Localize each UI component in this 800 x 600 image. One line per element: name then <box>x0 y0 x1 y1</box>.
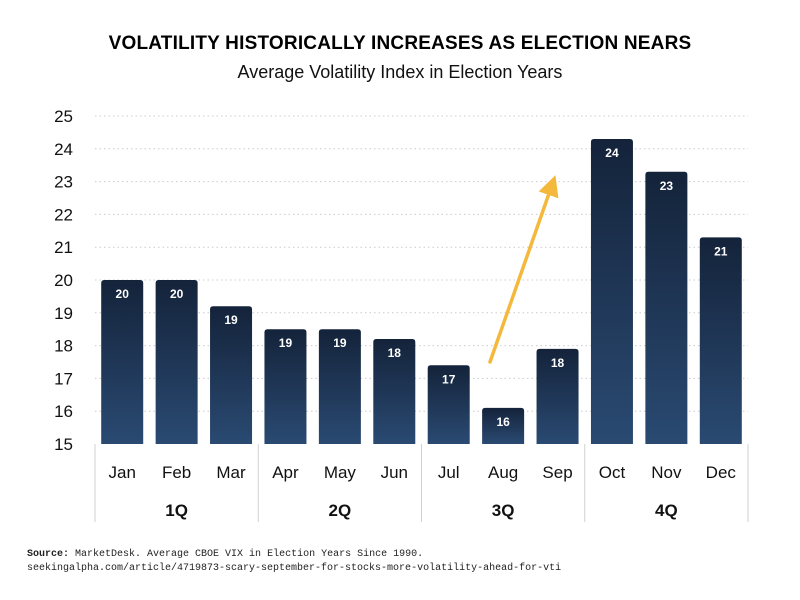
source-url: seekingalpha.com/article/4719873-scary-s… <box>27 563 562 574</box>
bar-apr <box>264 329 307 444</box>
chart-subtitle: Average Volatility Index in Election Yea… <box>237 62 563 82</box>
x-tick-label: Aug <box>488 463 518 482</box>
x-tick-label: Sep <box>542 463 572 482</box>
y-tick-label: 19 <box>54 304 73 323</box>
quarter-label: 4Q <box>655 501 678 520</box>
x-tick-label: May <box>324 463 357 482</box>
y-tick-label: 17 <box>54 369 73 388</box>
x-tick-label: Mar <box>216 463 246 482</box>
bar-jan <box>101 280 144 444</box>
x-tick-label: Nov <box>651 463 682 482</box>
y-tick-label: 22 <box>54 205 73 224</box>
data-label: 20 <box>170 287 184 301</box>
x-tick-label: Oct <box>599 463 626 482</box>
y-tick-label: 25 <box>54 107 73 126</box>
x-tick-label: Jul <box>438 463 460 482</box>
y-tick-label: 18 <box>54 337 73 356</box>
data-label: 23 <box>660 179 674 193</box>
data-label: 16 <box>496 415 510 429</box>
x-tick-label: Apr <box>272 463 299 482</box>
source-label: Source: <box>27 549 70 560</box>
chart-title: VOLATILITY HISTORICALLY INCREASES AS ELE… <box>108 33 692 54</box>
bar-feb <box>155 280 198 444</box>
y-tick-label: 16 <box>54 402 73 421</box>
bar-aug <box>482 407 525 444</box>
x-tick-label: Jan <box>108 463 135 482</box>
bar-jul <box>427 365 470 444</box>
data-label: 21 <box>714 244 728 258</box>
bar-nov <box>645 171 688 444</box>
y-tick-label: 20 <box>54 271 73 290</box>
y-tick-label: 23 <box>54 173 73 192</box>
x-tick-label: Feb <box>162 463 191 482</box>
y-tick-label: 15 <box>54 435 73 454</box>
data-label: 24 <box>605 146 619 160</box>
source-note: Source: MarketDesk. Average CBOE VIX in … <box>27 548 561 576</box>
bar-dec <box>699 237 742 444</box>
bar-oct <box>590 138 633 444</box>
y-tick-label: 24 <box>54 140 73 159</box>
bar-jun <box>373 339 416 444</box>
data-label: 20 <box>116 287 130 301</box>
data-label: 19 <box>224 313 238 327</box>
data-label: 19 <box>279 336 293 350</box>
bar-mar <box>210 306 253 444</box>
x-tick-label: Jun <box>381 463 408 482</box>
quarter-label: 3Q <box>492 501 515 520</box>
data-label: 18 <box>388 346 402 360</box>
quarter-label: 1Q <box>165 501 188 520</box>
data-label: 19 <box>333 336 347 350</box>
y-tick-label: 21 <box>54 238 73 257</box>
source-text: MarketDesk. Average CBOE VIX in Election… <box>75 549 424 560</box>
bar-sep <box>536 348 579 444</box>
data-label: 18 <box>551 356 565 370</box>
trend-arrow <box>488 175 559 364</box>
quarter-label: 2Q <box>329 501 352 520</box>
data-label: 17 <box>442 372 456 386</box>
x-tick-label: Dec <box>706 463 737 482</box>
bar-may <box>318 329 361 444</box>
